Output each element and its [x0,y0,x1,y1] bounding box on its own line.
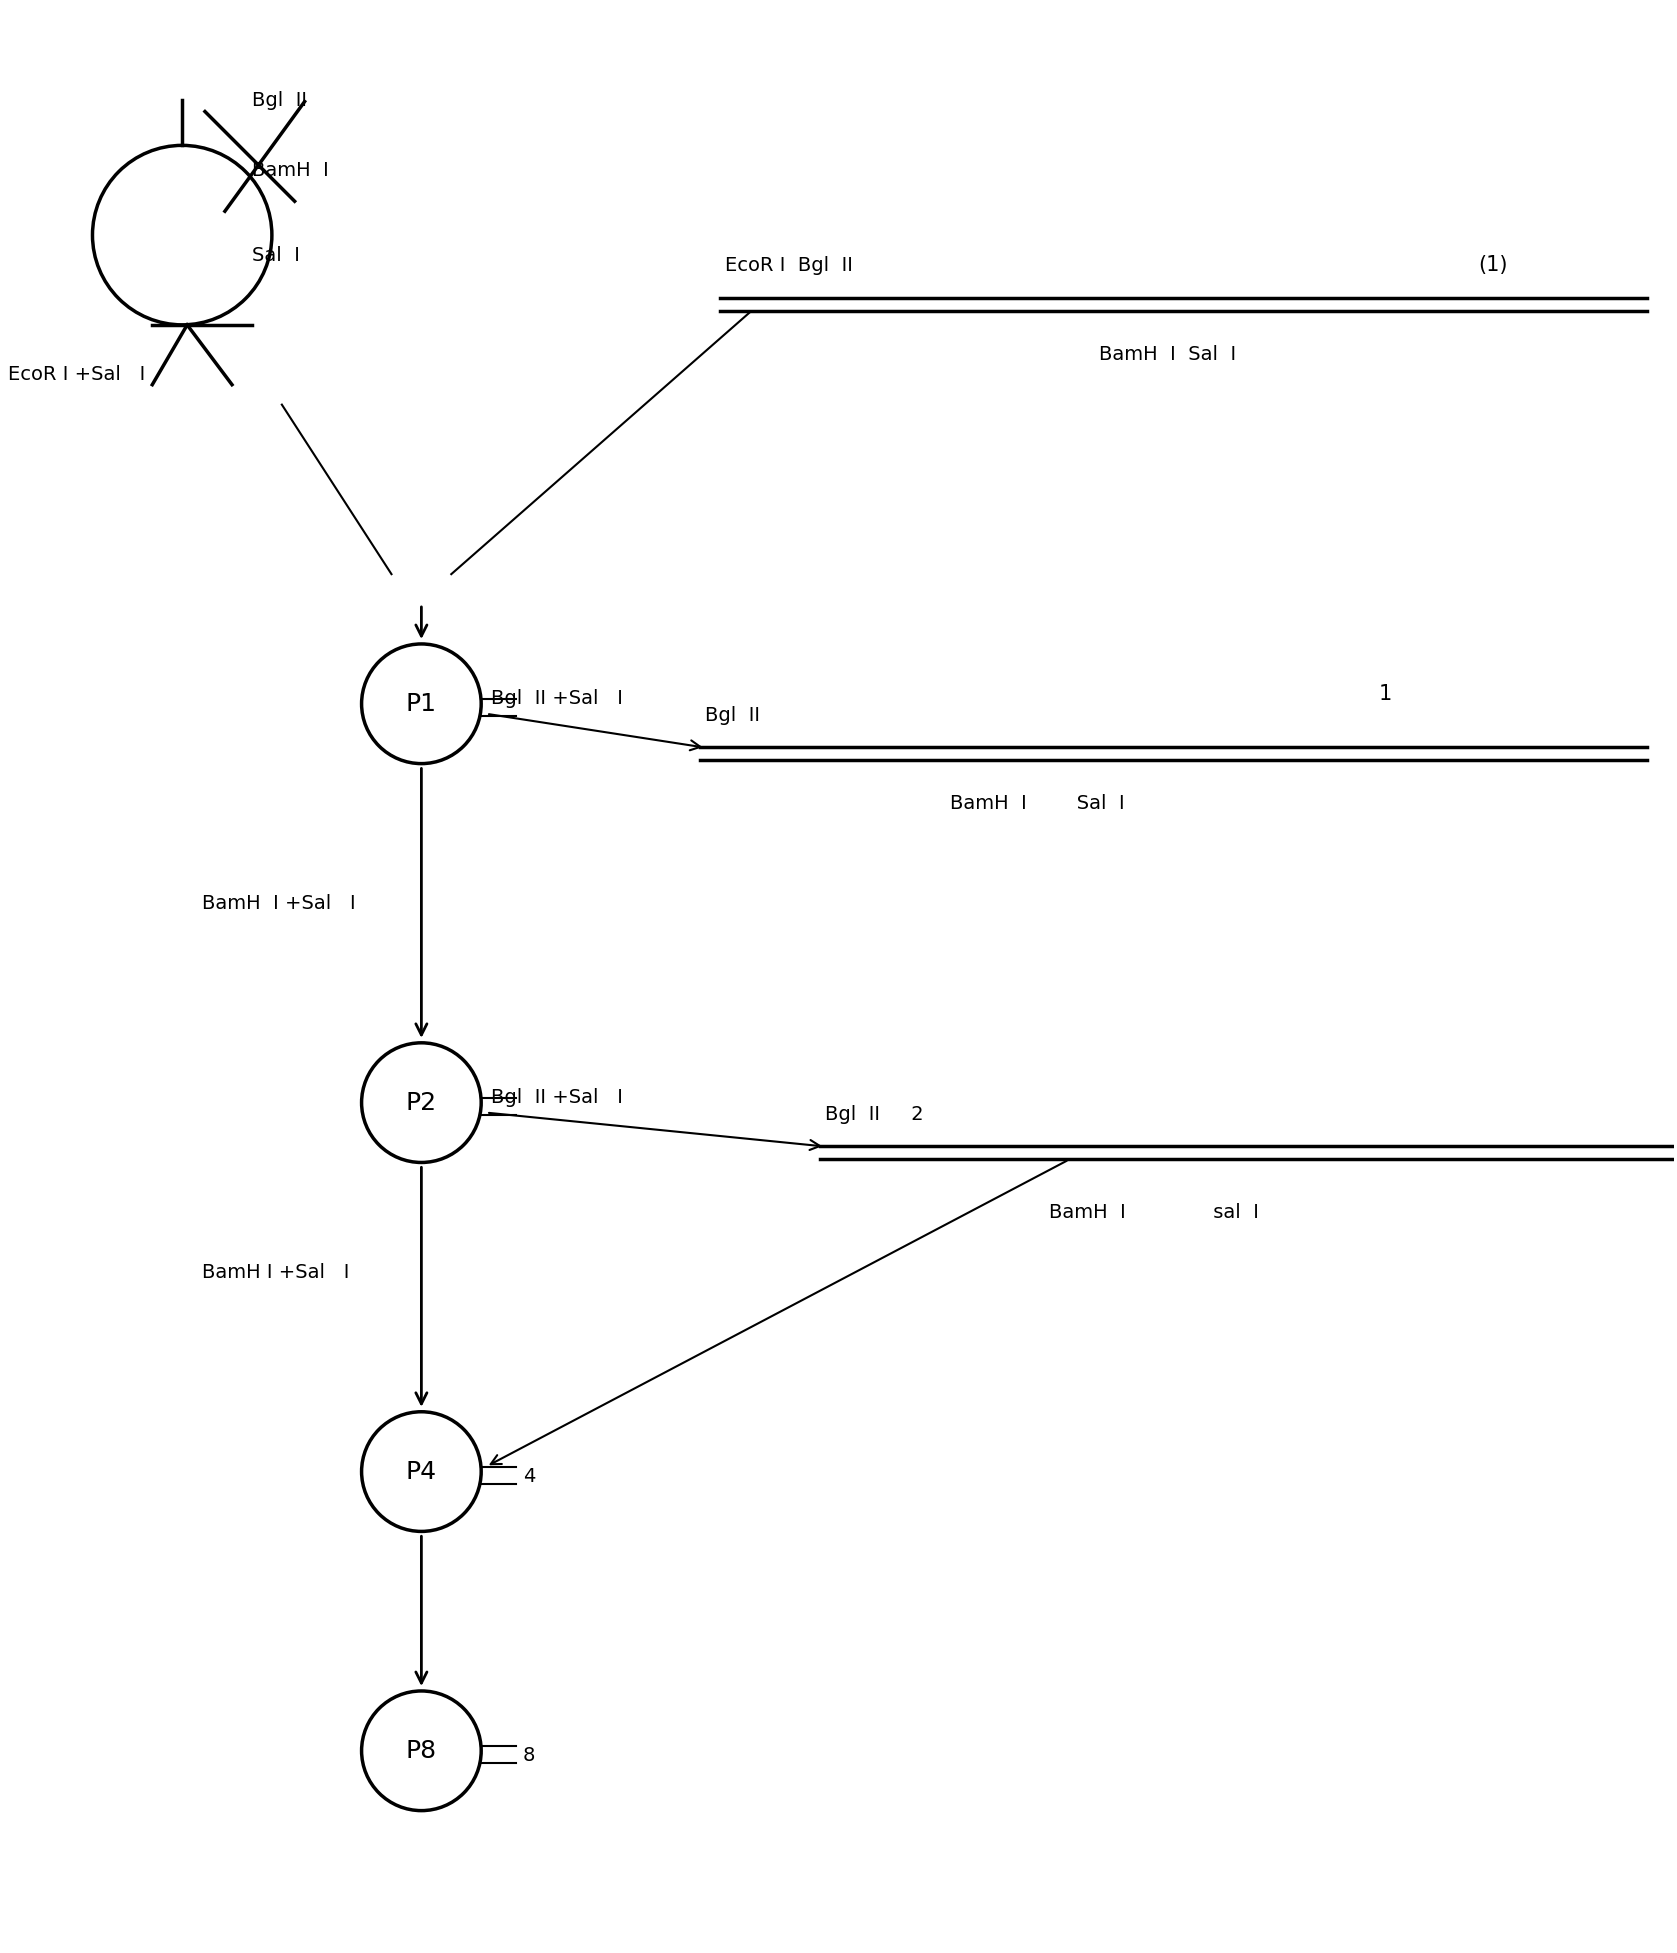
Text: BamH  I +Sal   I: BamH I +Sal I [203,894,356,912]
Text: BamH  I              sal  I: BamH I sal I [1050,1203,1259,1223]
Text: EcoR I +Sal   I: EcoR I +Sal I [8,365,144,385]
Text: Bgl  II     2: Bgl II 2 [825,1105,924,1125]
Text: Bgl  II: Bgl II [252,92,307,109]
Text: 8: 8 [523,1746,535,1766]
Text: P2: P2 [406,1090,438,1115]
Text: Bgl  II +Sal   I: Bgl II +Sal I [491,689,624,709]
Text: P8: P8 [406,1738,438,1764]
Text: BamH  I  Sal  I: BamH I Sal I [1098,346,1236,365]
Text: EcoR I  Bgl  II: EcoR I Bgl II [726,256,854,275]
Text: Bgl  II +Sal   I: Bgl II +Sal I [491,1088,624,1107]
Text: BamH  I: BamH I [252,160,329,180]
Text: Bgl  II: Bgl II [706,707,760,725]
Text: (1): (1) [1477,256,1508,275]
Text: Sal  I: Sal I [252,246,300,264]
Text: P4: P4 [406,1459,438,1484]
Text: BamH I +Sal   I: BamH I +Sal I [203,1264,349,1281]
Text: 1: 1 [1378,684,1392,703]
Text: P1: P1 [406,691,438,717]
Text: 4: 4 [523,1467,535,1486]
Text: BamH  I        Sal  I: BamH I Sal I [949,795,1124,812]
